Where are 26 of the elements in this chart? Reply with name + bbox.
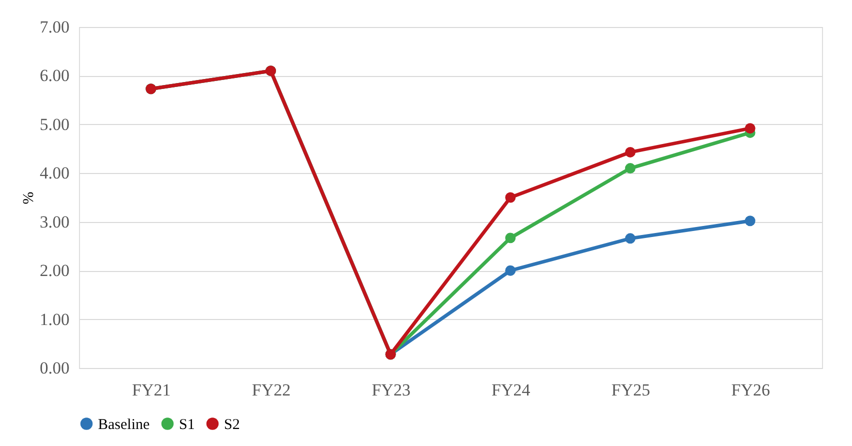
legend-label: S2 (224, 416, 240, 433)
legend-label: S1 (179, 416, 195, 433)
y-axis-title: % (20, 192, 37, 204)
x-tick-label: FY23 (372, 380, 410, 400)
y-tick-label: 5.00 (40, 114, 70, 134)
point (625, 163, 636, 174)
x-tick-label: FY25 (611, 380, 650, 400)
point (744, 123, 756, 134)
y-tick-label: 1.00 (40, 310, 70, 329)
x-tick-label: FY21 (132, 380, 171, 400)
x-tick-label: FY22 (252, 380, 291, 400)
y-tick-label: 7.00 (40, 18, 70, 36)
x-tick-label: FY24 (492, 380, 531, 400)
y-tick-label: 2.00 (40, 261, 70, 280)
point (505, 232, 516, 244)
y-tick-label: 6.00 (40, 66, 70, 86)
y-tick-label: 3.00 (40, 212, 70, 232)
point (744, 216, 756, 226)
point (625, 233, 636, 244)
point (505, 192, 516, 203)
point (625, 146, 636, 158)
legend-label: Baseline (98, 416, 150, 433)
x-tick-label: FY26 (731, 380, 770, 400)
point (505, 265, 516, 276)
y-tick-label: 0.00 (40, 358, 70, 378)
y-tick-label: 4.00 (40, 164, 70, 183)
